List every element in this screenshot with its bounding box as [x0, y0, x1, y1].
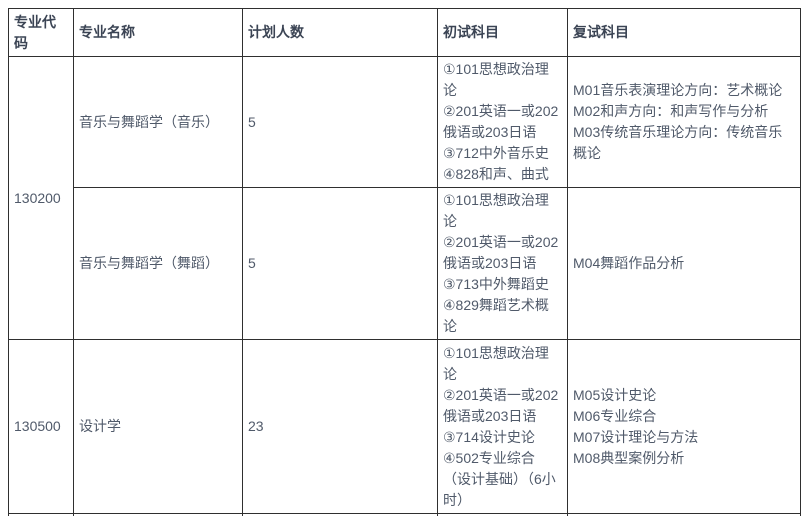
initial-subject: ②201英语一或202俄语或203日语	[443, 103, 559, 140]
col-header-major-name: 专业名称	[73, 8, 243, 57]
col-header-planned-count: 计划人数	[242, 8, 438, 57]
cell-major-name: 音乐与舞蹈学（舞蹈）	[73, 187, 243, 340]
retest-subject: M03传统音乐理论方向：传统音乐概论	[573, 124, 783, 161]
cell-retest-subjects: M05设计史论 M06专业综合 M07设计理论与方法 M08典型案例分析	[567, 339, 801, 514]
col-header-major-code: 专业代码	[8, 8, 74, 57]
admissions-table: 专业代码 专业名称 计划人数 初试科目 复试科目 130200 音乐与舞蹈学（音…	[8, 8, 801, 516]
initial-subject: ③712中外音乐史	[443, 145, 549, 161]
col-header-initial-subjects: 初试科目	[437, 8, 568, 57]
initial-subject: ①101思想政治理论	[443, 192, 549, 229]
initial-subject: ③713中外舞蹈史	[443, 276, 549, 292]
initial-subject: ④502专业综合（设计基础）（6小时）	[443, 449, 556, 508]
cell-major-name: 设计学	[73, 339, 243, 514]
cell-major-name: 音乐与舞蹈学（音乐）	[73, 56, 243, 188]
table-row-music: 130200 音乐与舞蹈学（音乐） 5 ①101思想政治理论 ②201英语一或2…	[8, 56, 801, 340]
retest-subject: M05设计史论	[573, 386, 657, 403]
cell-initial-subjects: ①101思想政治理论 ②201英语一或202俄语或203日语 ③714设计史论 …	[437, 339, 568, 514]
cell-planned-count: 5	[242, 187, 438, 340]
initial-subject: ④829舞蹈艺术概论	[443, 297, 549, 334]
cell-initial-subjects: ①101思想政治理论 ②201英语一或202俄语或203日语 ③712中外音乐史…	[437, 56, 568, 188]
table-row-dance: 音乐与舞蹈学（舞蹈） 5 ①101思想政治理论 ②201英语一或202俄语或20…	[9, 187, 801, 340]
cell-major-code-130500: 130500	[8, 339, 74, 514]
table-header-row: 专业代码 专业名称 计划人数 初试科目 复试科目	[8, 8, 801, 57]
table-row-partial-clipped	[8, 513, 801, 516]
cell-planned-count: 5	[242, 56, 438, 188]
retest-subject: M01音乐表演理论方向：艺术概论	[573, 82, 783, 98]
cell-major-code-130200: 130200	[8, 56, 74, 340]
initial-subject: ③714设计史论	[443, 428, 535, 445]
initial-subject: ④828和声、曲式	[443, 166, 549, 182]
retest-subject: M07设计理论与方法	[573, 428, 699, 445]
retest-subject: M06专业综合	[573, 407, 657, 424]
cell-planned-count: 23	[242, 339, 438, 514]
initial-subject: ②201英语一或202俄语或203日语	[443, 234, 559, 271]
initial-subject: ①101思想政治理论	[443, 344, 549, 382]
retest-subject: M04舞蹈作品分析	[573, 255, 685, 271]
table-row-design: 130500 设计学 23 ①101思想政治理论 ②201英语一或202俄语或2…	[8, 339, 801, 514]
initial-subject: ①101思想政治理论	[443, 61, 549, 98]
retest-subject: M02和声方向：和声写作与分析	[573, 103, 769, 119]
cell-empty	[567, 513, 801, 516]
retest-subject: M08典型案例分析	[573, 449, 685, 466]
col-header-retest-subjects: 复试科目	[567, 8, 801, 57]
cell-retest-subjects: M01音乐表演理论方向：艺术概论 M02和声方向：和声写作与分析 M03传统音乐…	[567, 56, 801, 188]
initial-subject: ②201英语一或202俄语或203日语	[443, 386, 559, 424]
cell-retest-subjects: M04舞蹈作品分析	[567, 187, 801, 340]
cell-initial-subjects: ①101思想政治理论 ②201英语一或202俄语或203日语 ③713中外舞蹈史…	[437, 187, 568, 340]
